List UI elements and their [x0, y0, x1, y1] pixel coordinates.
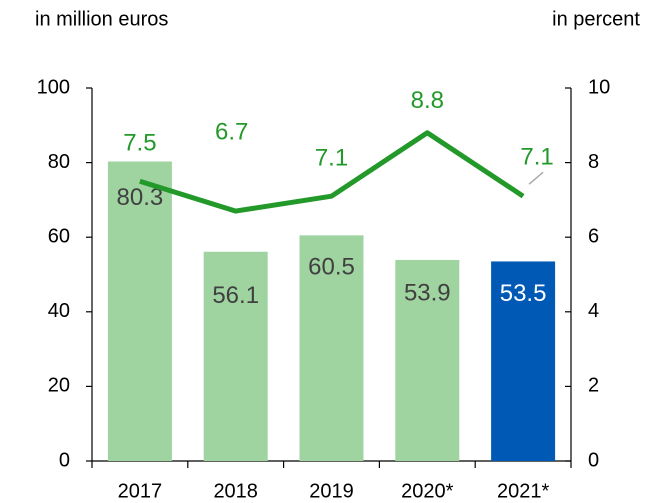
x-tick-label: 2020*: [401, 480, 453, 502]
x-tick-label: 2018: [213, 480, 258, 502]
bar-value-label: 53.9: [404, 279, 451, 306]
y-tick-label: 20: [48, 375, 70, 397]
y2-tick-label: 8: [588, 151, 599, 173]
line: [139, 130, 525, 214]
y2-tick-label: 4: [588, 300, 599, 322]
y2-axis-title: in percent: [552, 8, 640, 30]
y-tick-label: 0: [59, 449, 70, 471]
y-tick-label: 100: [37, 76, 70, 98]
x-tick-label: 2017: [118, 480, 163, 502]
y2-tick-label: 2: [588, 375, 599, 397]
bar-value-label: 56.1: [212, 282, 259, 309]
bar: [107, 161, 172, 461]
bar: [491, 261, 556, 461]
bar-value-label: 53.5: [500, 280, 547, 307]
bar-value-label: 60.5: [308, 254, 355, 281]
y2-tick-label: 6: [588, 225, 599, 247]
y-tick-label: 40: [48, 300, 70, 322]
line-value-label: 8.8: [411, 87, 444, 114]
line-value-label: 7.1: [520, 144, 553, 171]
x-tick-label: 2019: [309, 480, 354, 502]
bar: [299, 235, 364, 461]
line-value-label: 7.1: [315, 145, 348, 172]
bar: [203, 251, 268, 461]
leader-line: [528, 171, 544, 185]
y-tick-label: 60: [48, 225, 70, 247]
y2-tick-label: 10: [588, 76, 610, 98]
y-tick-label: 80: [48, 151, 70, 173]
x-tick-label: 2021*: [497, 480, 549, 502]
line-value-label: 7.5: [123, 130, 156, 157]
y2-tick-label: 0: [588, 449, 599, 471]
line-value-label: 6.7: [215, 118, 248, 145]
bar: [395, 259, 460, 461]
y-axis-title: in million euros: [35, 8, 168, 30]
